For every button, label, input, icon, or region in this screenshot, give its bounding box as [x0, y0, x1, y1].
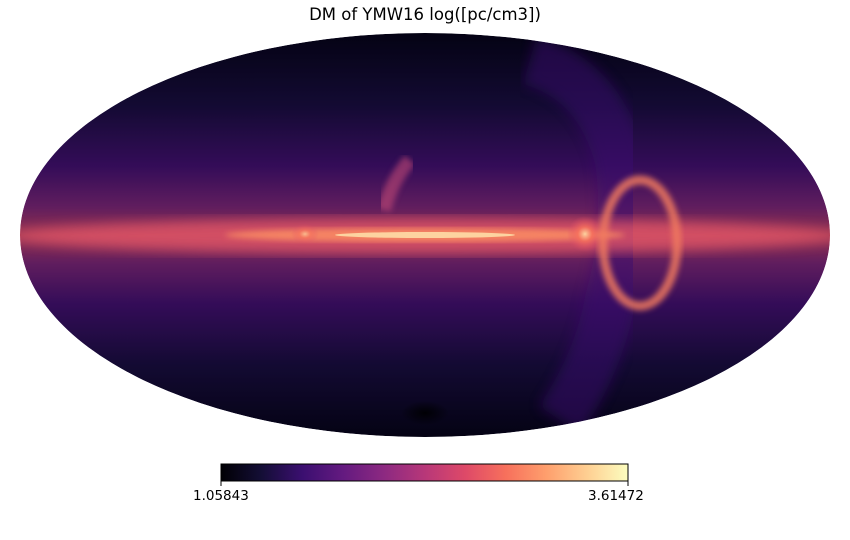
ring-feature — [598, 175, 682, 311]
bright-source — [567, 216, 603, 252]
colorbar-frame — [220, 463, 629, 482]
chart-title: DM of YMW16 log([pc/cm3]) — [309, 5, 541, 24]
galactic-center-strip — [335, 232, 515, 238]
colorbar — [221, 464, 628, 481]
dark-region — [401, 401, 449, 425]
spur-feature — [377, 155, 416, 212]
colorbar-min-label: 1.05843 — [193, 488, 249, 504]
bright-source — [291, 224, 319, 244]
sky-map — [20, 33, 830, 437]
colorbar-max-label: 3.61472 — [588, 488, 644, 504]
